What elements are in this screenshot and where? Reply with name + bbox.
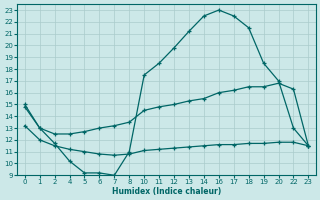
X-axis label: Humidex (Indice chaleur): Humidex (Indice chaleur) bbox=[112, 187, 221, 196]
